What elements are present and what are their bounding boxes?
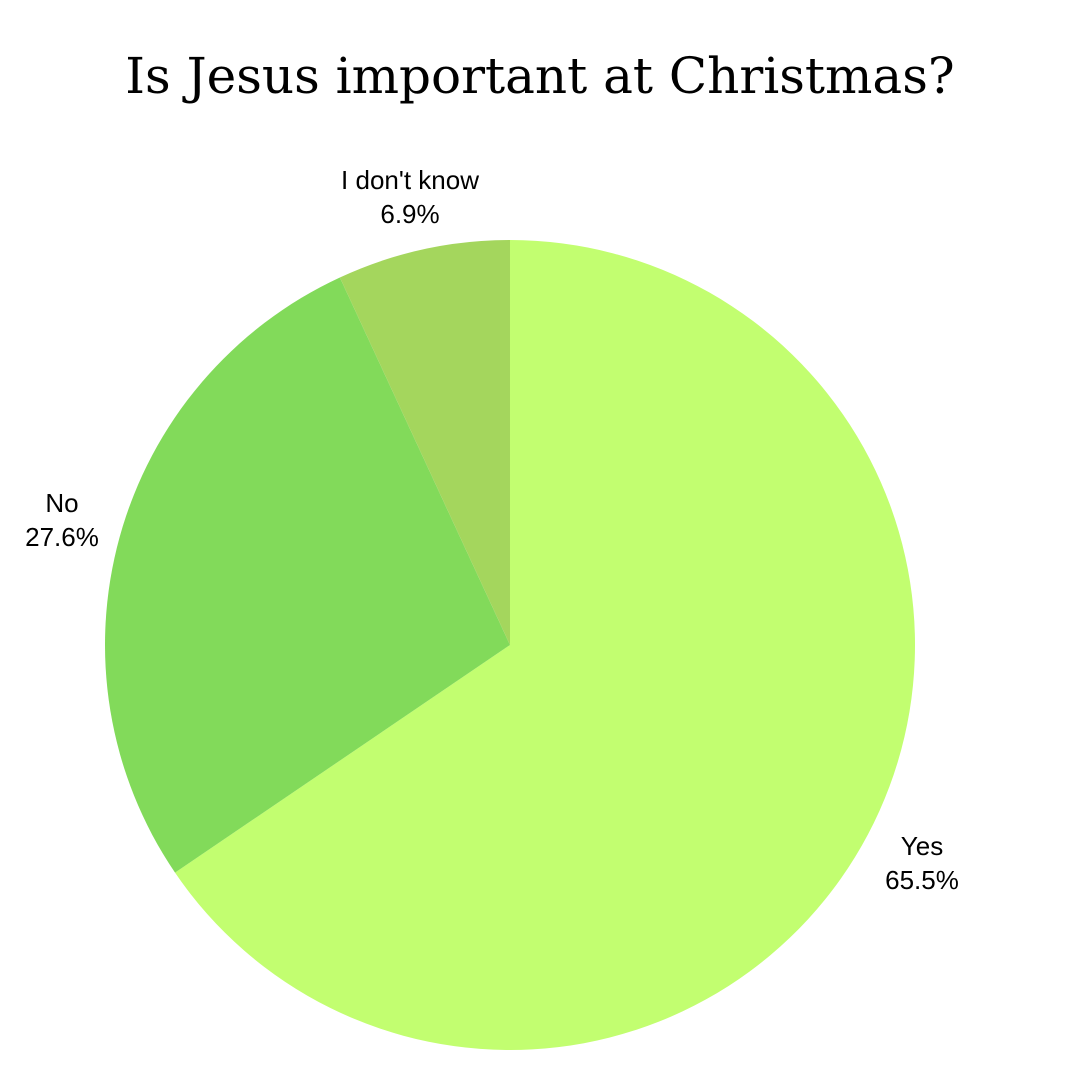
slice-category-text: I don't know xyxy=(341,165,479,195)
pie-slice-no xyxy=(105,277,511,873)
pie-slice-i-don-t-know xyxy=(339,240,510,645)
slice-value-text: 27.6% xyxy=(25,522,99,552)
slice-label-no: No 27.6% xyxy=(25,488,99,552)
slice-label-i-don-t-know: I don't know 6.9% xyxy=(341,165,479,229)
slice-label-yes: Yes 65.5% xyxy=(885,831,959,895)
slice-value-text: 65.5% xyxy=(885,865,959,895)
slice-category-text: No xyxy=(45,488,78,518)
pie-slice-yes xyxy=(175,240,916,1050)
slice-category-text: Yes xyxy=(901,831,943,861)
slice-value-text: 6.9% xyxy=(380,199,439,229)
pie-slices xyxy=(105,240,916,1050)
chart-title: Is Jesus important at Christmas? xyxy=(125,47,954,105)
pie-labels: Yes 65.5% No 27.6% I don't know 6.9% xyxy=(25,165,959,895)
